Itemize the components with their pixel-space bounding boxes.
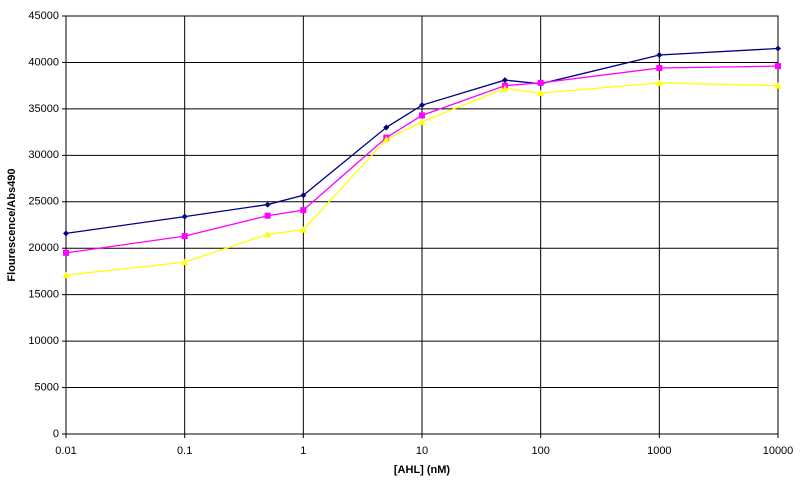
data-point [300, 207, 307, 214]
data-point [501, 77, 508, 84]
data-point [181, 213, 188, 220]
y-tick-label: 0 [53, 428, 59, 440]
data-point [656, 65, 663, 72]
y-tick-label: 20000 [28, 242, 59, 254]
data-point [300, 192, 307, 199]
series-line [65, 65, 779, 254]
y-tick-label: 25000 [28, 196, 59, 208]
y-tick-label: 15000 [28, 289, 59, 301]
data-point [264, 201, 271, 208]
series-line [65, 82, 779, 276]
y-tick-label: 40000 [28, 56, 59, 68]
data-point [382, 136, 390, 143]
data-point [383, 124, 390, 131]
data-point [181, 258, 189, 266]
data-point [418, 118, 426, 125]
data-point [775, 63, 781, 70]
y-tick-label: 45000 [28, 10, 59, 22]
data-point [775, 45, 781, 52]
data-point [63, 249, 69, 256]
data-point [656, 52, 663, 59]
data-point [537, 89, 545, 97]
data-point [264, 212, 271, 219]
y-tick-label: 35000 [28, 103, 59, 115]
x-tick-label: 100 [531, 445, 549, 457]
data-point [419, 112, 425, 119]
x-tick-label: 0.01 [55, 445, 76, 457]
y-axis-title: Flourescence/Abs490 [6, 168, 18, 281]
y-tick-label: 10000 [28, 335, 59, 347]
data-point [537, 79, 544, 86]
data-point [774, 82, 782, 89]
x-axis-title: [AHL] (nM) [394, 464, 451, 476]
x-tick-label: 10 [416, 445, 428, 457]
series-line [65, 47, 779, 235]
data-point [181, 233, 188, 240]
y-tick-label: 5000 [35, 381, 59, 393]
data-point [299, 226, 307, 233]
data-point [501, 84, 509, 92]
data-point [655, 79, 663, 86]
data-point [419, 102, 425, 109]
x-tick-label: 0.1 [177, 445, 192, 457]
data-point [62, 271, 70, 279]
data-point [264, 230, 272, 238]
data-point [63, 230, 69, 237]
x-tick-label: 10000 [763, 445, 794, 457]
y-tick-label: 30000 [28, 149, 59, 161]
x-tick-label: 1 [300, 445, 306, 457]
x-tick-label: 1000 [647, 445, 671, 457]
